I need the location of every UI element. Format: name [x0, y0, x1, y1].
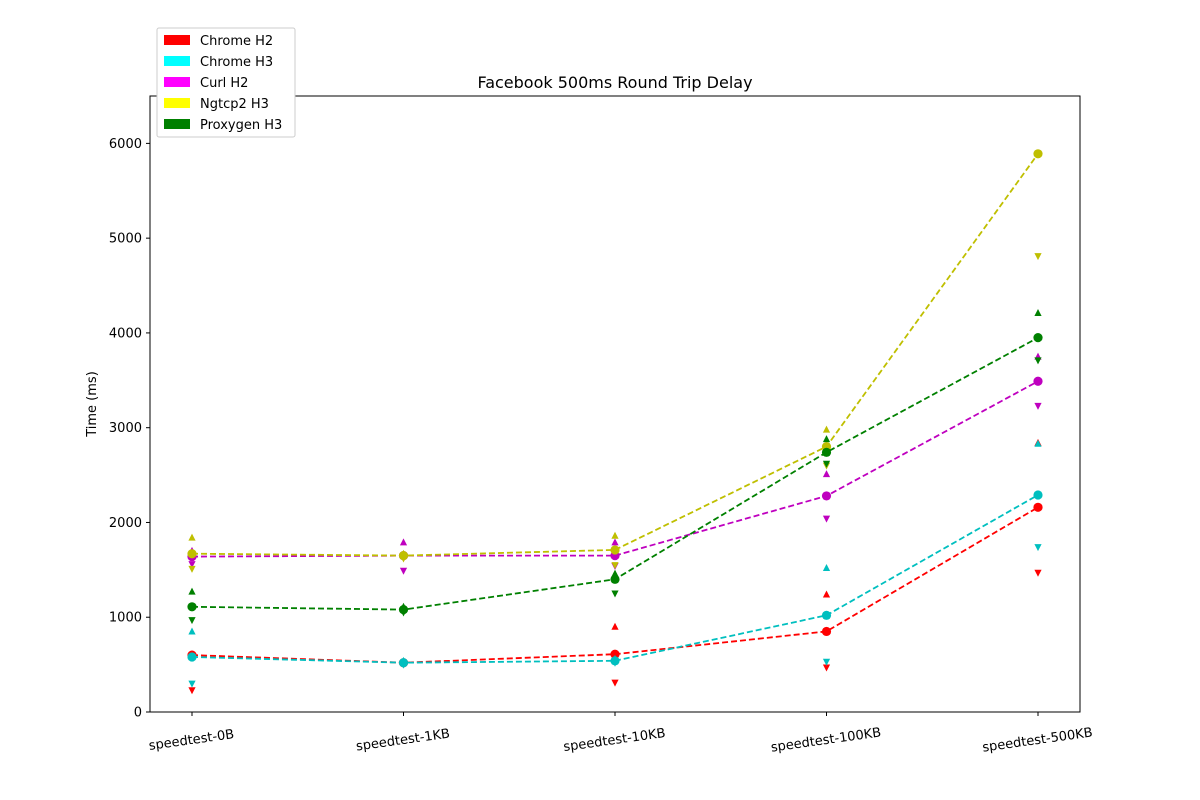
y-tick-label: 4000 — [109, 326, 142, 341]
y-tick-label: 1000 — [109, 611, 142, 626]
data-point — [1033, 502, 1043, 512]
data-point — [1033, 333, 1043, 343]
legend-label: Ngtcp2 H3 — [200, 97, 269, 112]
y-tick-label: 3000 — [109, 421, 142, 436]
y-tick-label: 2000 — [109, 516, 142, 531]
lower-marker — [1034, 357, 1042, 365]
upper-marker — [611, 569, 619, 577]
data-point — [1033, 376, 1043, 386]
lower-marker — [611, 590, 619, 598]
lower-marker — [1034, 544, 1042, 552]
lower-marker — [399, 567, 408, 575]
data-point — [821, 447, 832, 457]
legend-swatch — [164, 56, 190, 66]
legend-swatch — [164, 119, 190, 129]
legend: Chrome H2 Chrome H3 Curl H2 Ngtcp2 H3 Proxyg… — [156, 27, 296, 138]
lower-marker — [188, 561, 196, 569]
lower-marker — [188, 680, 196, 688]
lower-marker — [822, 515, 831, 523]
y-tick-label: 5000 — [109, 232, 142, 247]
chart-title: Facebook 500ms Round Trip Delay — [477, 73, 752, 92]
upper-marker — [611, 531, 619, 539]
upper-marker — [822, 435, 831, 443]
lower-marker — [822, 664, 831, 672]
upper-marker — [822, 563, 831, 571]
upper-marker — [188, 533, 196, 541]
lower-marker — [611, 562, 619, 570]
lower-marker — [822, 658, 831, 666]
legend-swatch — [164, 77, 190, 87]
legend-label: Proxygen H3 — [200, 118, 282, 133]
upper-marker — [188, 627, 196, 635]
lower-marker — [822, 460, 831, 468]
data-point — [610, 574, 620, 584]
upper-marker — [1034, 309, 1042, 317]
upper-marker — [399, 538, 408, 546]
upper-marker — [611, 622, 619, 630]
y-tick-label: 0 — [134, 706, 142, 721]
upper-marker — [611, 538, 619, 546]
data-point — [1033, 149, 1043, 159]
data-point — [821, 491, 832, 501]
y-tick-label: 6000 — [109, 137, 142, 152]
legend-swatch — [164, 98, 190, 108]
data-point — [610, 545, 620, 555]
series-2 — [187, 439, 1043, 688]
data-point — [187, 652, 197, 662]
lower-marker — [1034, 569, 1042, 577]
lower-marker — [188, 687, 196, 695]
data-point — [187, 549, 197, 559]
series-5 — [187, 309, 1043, 625]
legend-label: Chrome H2 — [200, 34, 273, 49]
upper-marker — [188, 587, 196, 595]
legend-label: Chrome H3 — [200, 55, 273, 70]
data-point — [398, 605, 409, 615]
lower-marker — [188, 565, 196, 573]
lower-marker — [1034, 253, 1042, 261]
lower-marker — [188, 617, 196, 625]
data-point — [398, 658, 409, 668]
lower-marker — [611, 679, 619, 687]
upper-marker — [822, 470, 831, 478]
data-point — [821, 610, 832, 620]
data-point — [610, 656, 620, 666]
plot-marks — [187, 149, 1043, 695]
y-axis-label: Time (ms) — [85, 371, 100, 438]
data-point — [1033, 490, 1043, 500]
legend-swatch — [164, 35, 190, 45]
legend-box — [156, 27, 296, 138]
data-point — [398, 551, 409, 561]
lower-marker — [1034, 402, 1042, 410]
upper-marker — [822, 425, 831, 433]
legend-label: Curl H2 — [200, 76, 248, 91]
data-point — [187, 602, 197, 612]
upper-marker — [822, 590, 831, 598]
data-point — [610, 649, 620, 659]
upper-marker — [1034, 439, 1042, 447]
data-point — [821, 626, 832, 637]
